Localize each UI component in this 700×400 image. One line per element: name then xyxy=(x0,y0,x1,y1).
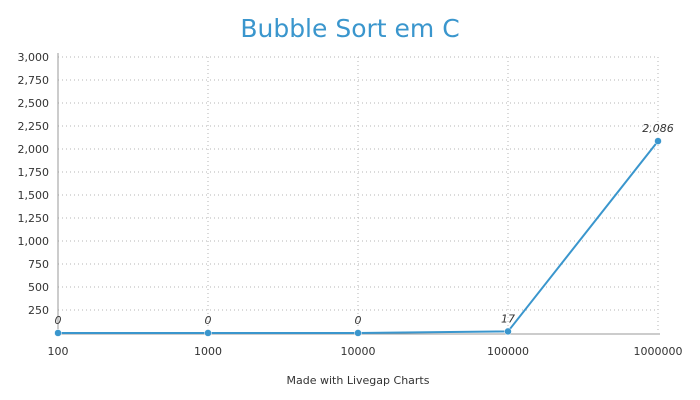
x-tick-label: 1000 xyxy=(194,345,222,358)
y-axis-ticks: 250 500 750 1,000 1,250 1,500 1,750 2,000 2,250 2… xyxy=(18,51,50,317)
data-point[interactable] xyxy=(54,329,62,337)
grid xyxy=(58,56,659,333)
y-tick-label: 750 xyxy=(28,258,49,271)
y-tick-label: 2,500 xyxy=(18,97,50,110)
data-label: 0 xyxy=(205,314,212,327)
y-tick-label: 250 xyxy=(28,304,49,317)
y-tick-label: 2,750 xyxy=(18,74,50,87)
x-tick-label: 100 xyxy=(48,345,69,358)
series xyxy=(54,137,662,337)
y-tick-label: 2,250 xyxy=(18,120,50,133)
y-tick-label: 1,250 xyxy=(18,212,50,225)
x-tick-label: 100000 xyxy=(487,345,529,358)
y-tick-label: 500 xyxy=(28,281,49,294)
data-label: 17 xyxy=(501,312,515,325)
data-label: 0 xyxy=(55,314,62,327)
data-point[interactable] xyxy=(654,137,662,145)
data-point[interactable] xyxy=(504,327,512,336)
data-labels: 0 0 0 17 2,086 xyxy=(55,122,674,327)
y-tick-label: 3,000 xyxy=(18,51,50,64)
x-tick-label: 10000 xyxy=(341,345,376,358)
y-tick-label: 2,000 xyxy=(18,143,50,156)
data-label: 2,086 xyxy=(642,122,674,135)
data-label: 0 xyxy=(355,314,362,327)
data-point[interactable] xyxy=(354,329,362,337)
axes xyxy=(57,53,660,335)
y-tick-label: 1,000 xyxy=(18,235,50,248)
y-tick-label: 1,500 xyxy=(18,189,50,202)
x-tick-label: 1000000 xyxy=(634,345,683,358)
y-tick-label: 1,750 xyxy=(18,166,50,179)
chart-title: Bubble Sort em C xyxy=(240,14,459,43)
data-point[interactable] xyxy=(204,329,212,337)
credit-text: Made with Livegap Charts xyxy=(287,374,430,387)
x-axis-ticks: 100 1000 10000 100000 1000000 xyxy=(48,345,683,358)
